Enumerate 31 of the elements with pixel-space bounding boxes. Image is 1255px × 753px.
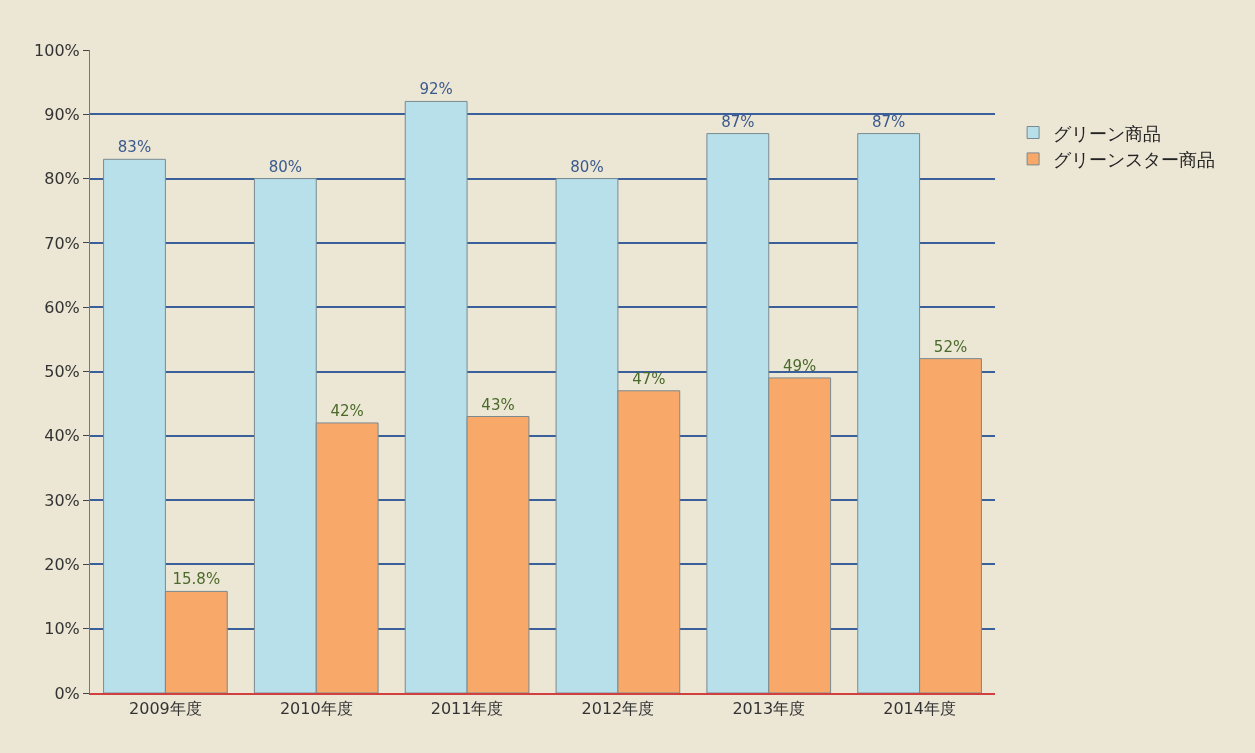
y-tick-label: 0%	[54, 683, 80, 703]
y-tick-label: 60%	[44, 297, 80, 317]
y-tick-label: 70%	[44, 233, 80, 253]
data-label: 83%	[117, 138, 152, 157]
x-tick-label: 2013年度	[732, 699, 806, 719]
data-label: 80%	[268, 157, 302, 176]
data-label: 49%	[783, 356, 817, 375]
y-tick-label: 50%	[44, 362, 80, 382]
data-label: 42%	[330, 401, 364, 420]
y-tick-label: 20%	[44, 555, 80, 574]
data-label: 15.8%	[172, 570, 221, 589]
data-label: 87%	[721, 112, 755, 131]
x-tick-label: 2014年度	[883, 699, 956, 719]
y-tick-label: 40%	[44, 426, 80, 446]
data-label: 92%	[419, 80, 453, 99]
data-label: 47%	[632, 369, 666, 388]
y-tick-label: 80%	[44, 169, 80, 189]
x-tick-label: 2009年度	[129, 699, 202, 719]
y-tick-label: 90%	[44, 104, 80, 124]
data-label: 87%	[871, 112, 906, 131]
data-label: 43%	[481, 395, 515, 414]
legend-label: グリーン商品	[1053, 122, 1162, 144]
x-tick-label: 2012年度	[581, 699, 655, 719]
data-label: 80%	[570, 157, 604, 176]
legend-label: グリーンスター商品	[1053, 148, 1216, 170]
x-tick-label: 2010年度	[279, 699, 353, 719]
data-label: 52%	[933, 337, 968, 356]
y-tick-label: 10%	[44, 619, 80, 639]
y-tick-label: 100%	[34, 40, 80, 60]
x-tick-label: 2011年度	[430, 699, 504, 719]
y-tick-label: 30%	[44, 490, 80, 510]
